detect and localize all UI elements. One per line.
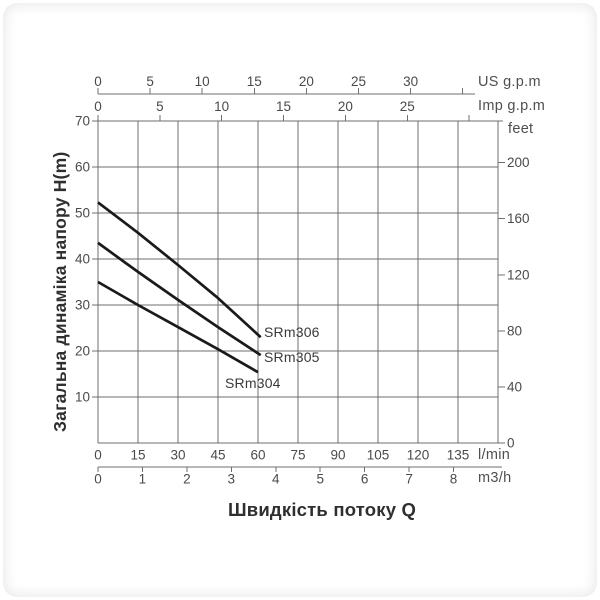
svg-text:70: 70 — [75, 114, 90, 129]
svg-text:10: 10 — [75, 390, 90, 405]
y-axis-title: Загальна динаміка напору H(m) — [50, 151, 70, 432]
svg-text:120: 120 — [407, 448, 430, 463]
svg-text:90: 90 — [330, 448, 345, 463]
svg-text:0: 0 — [94, 99, 102, 114]
svg-text:40: 40 — [507, 379, 522, 394]
svg-text:0: 0 — [94, 74, 102, 89]
svg-text:60: 60 — [75, 160, 90, 175]
svg-text:0: 0 — [94, 448, 102, 463]
lmin-axis: 0 15 30 45 60 75 90 105 120 135 — [94, 448, 469, 463]
curve-label-srm304: SRm304 — [225, 375, 281, 391]
svg-text:5: 5 — [316, 472, 324, 487]
svg-text:30: 30 — [403, 74, 418, 89]
svg-text:200: 200 — [507, 155, 530, 170]
us-gpm-axis: 0 5 10 15 20 25 30 — [94, 74, 475, 95]
svg-text:160: 160 — [507, 211, 530, 226]
curve-label-srm305: SRm305 — [264, 349, 320, 365]
us-gpm-unit-label: US g.p.m — [478, 74, 541, 90]
curve-srm304 — [97, 280, 259, 374]
x-axis-title: Швидкість потоку Q — [228, 499, 417, 520]
svg-text:4: 4 — [272, 472, 280, 487]
svg-text:30: 30 — [170, 448, 185, 463]
svg-text:20: 20 — [338, 99, 353, 114]
svg-text:20: 20 — [299, 74, 314, 89]
svg-text:15: 15 — [247, 74, 262, 89]
svg-text:10: 10 — [214, 99, 229, 114]
meters-axis: 10 20 30 40 50 60 70 — [75, 114, 98, 405]
svg-text:30: 30 — [75, 298, 90, 313]
svg-text:25: 25 — [351, 74, 366, 89]
svg-text:15: 15 — [130, 448, 145, 463]
svg-text:45: 45 — [210, 448, 225, 463]
feet-axis: 0 40 80 120 160 200 — [498, 155, 530, 451]
svg-text:3: 3 — [228, 472, 236, 487]
svg-text:10: 10 — [195, 74, 210, 89]
curve-srm305 — [97, 241, 262, 357]
svg-text:120: 120 — [507, 267, 530, 282]
svg-text:20: 20 — [75, 344, 90, 359]
curve-srm306 — [97, 201, 262, 339]
m3h-unit-label: m3/h — [478, 470, 512, 486]
svg-text:0: 0 — [94, 472, 102, 487]
svg-text:75: 75 — [290, 448, 305, 463]
svg-text:25: 25 — [400, 99, 415, 114]
svg-text:50: 50 — [75, 206, 90, 221]
svg-text:15: 15 — [276, 99, 291, 114]
svg-text:0: 0 — [507, 436, 515, 451]
grid — [97, 120, 499, 444]
curve-label-srm306: SRm306 — [264, 324, 320, 340]
svg-text:1: 1 — [139, 472, 147, 487]
svg-text:105: 105 — [367, 448, 390, 463]
feet-unit-label: feet — [508, 121, 534, 137]
svg-text:8: 8 — [450, 472, 458, 487]
svg-text:5: 5 — [156, 99, 164, 114]
svg-text:6: 6 — [361, 472, 369, 487]
svg-text:135: 135 — [447, 448, 470, 463]
imp-gpm-axis: 0 5 10 15 20 25 — [94, 99, 503, 122]
lmin-unit-label: l/min — [478, 447, 511, 463]
svg-text:7: 7 — [405, 472, 413, 487]
svg-text:2: 2 — [183, 472, 191, 487]
svg-text:60: 60 — [250, 448, 265, 463]
svg-text:5: 5 — [146, 74, 154, 89]
m3h-axis: 0 1 2 3 4 5 6 7 8 — [94, 466, 502, 487]
imp-gpm-unit-label: Imp g.p.m — [478, 98, 546, 114]
svg-text:80: 80 — [507, 323, 522, 338]
svg-text:40: 40 — [75, 252, 90, 267]
